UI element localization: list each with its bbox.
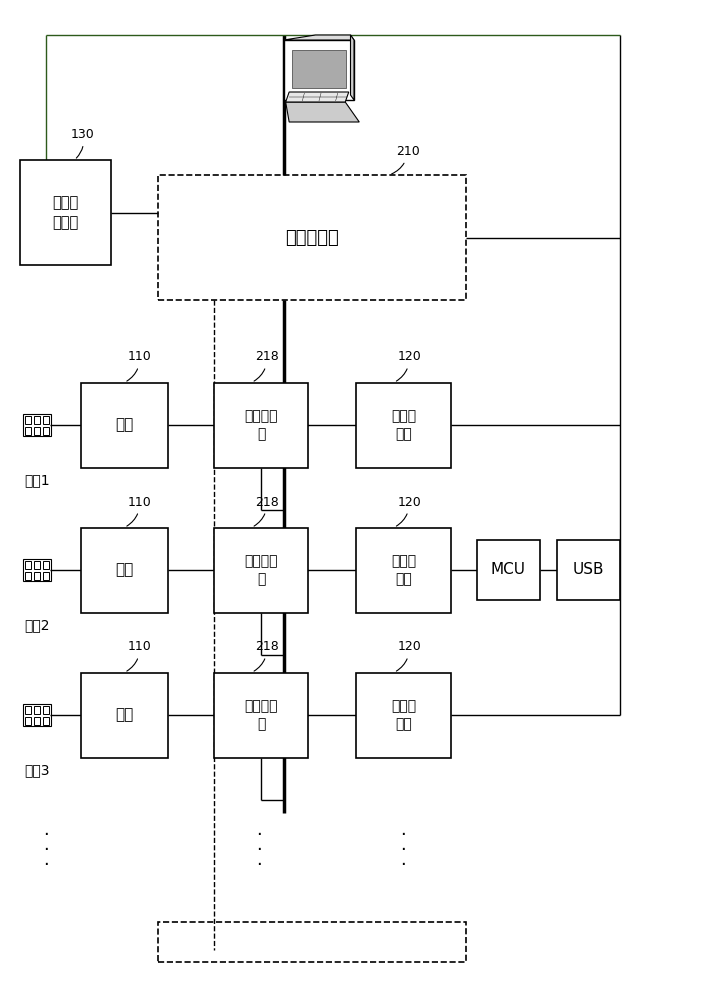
Text: .: . [43, 821, 48, 839]
FancyBboxPatch shape [356, 673, 451, 758]
Text: 压力传
感器: 压力传 感器 [391, 409, 416, 441]
Text: 气容: 气容 [115, 418, 134, 432]
Text: 压力传
感器: 压力传 感器 [391, 699, 416, 731]
Text: 气容: 气容 [115, 708, 134, 722]
Text: 110: 110 [127, 495, 151, 526]
FancyBboxPatch shape [25, 716, 31, 724]
Text: 气容: 气容 [115, 562, 134, 578]
Text: .: . [400, 851, 406, 869]
Text: .: . [400, 821, 406, 839]
FancyBboxPatch shape [214, 383, 308, 468]
Text: 气动换向
阀: 气动换向 阀 [245, 409, 278, 441]
FancyBboxPatch shape [284, 40, 354, 100]
FancyBboxPatch shape [43, 706, 49, 714]
Text: .: . [400, 836, 406, 854]
FancyBboxPatch shape [25, 416, 31, 424]
FancyBboxPatch shape [34, 427, 40, 435]
FancyBboxPatch shape [34, 572, 40, 580]
Text: 110: 110 [127, 641, 151, 671]
FancyBboxPatch shape [81, 527, 168, 612]
Text: 压力传
感器: 压力传 感器 [391, 554, 416, 586]
Text: 高精度
压力计: 高精度 压力计 [52, 195, 79, 230]
FancyBboxPatch shape [34, 560, 40, 568]
Text: 通道1: 通道1 [25, 473, 50, 487]
FancyBboxPatch shape [25, 427, 31, 435]
FancyBboxPatch shape [43, 427, 49, 435]
FancyBboxPatch shape [557, 540, 620, 600]
FancyBboxPatch shape [34, 706, 40, 714]
Text: .: . [257, 836, 262, 854]
Text: 气动换向
阀: 气动换向 阀 [245, 699, 278, 731]
Polygon shape [284, 35, 354, 40]
Text: 自校准模块: 自校准模块 [285, 229, 339, 246]
FancyBboxPatch shape [25, 572, 31, 580]
Polygon shape [286, 92, 349, 102]
FancyBboxPatch shape [214, 673, 308, 758]
FancyBboxPatch shape [43, 560, 49, 568]
FancyBboxPatch shape [81, 673, 168, 758]
FancyBboxPatch shape [34, 716, 40, 724]
Text: 气动换向
阀: 气动换向 阀 [245, 554, 278, 586]
FancyBboxPatch shape [20, 160, 111, 265]
FancyBboxPatch shape [81, 383, 168, 468]
Text: 通道3: 通道3 [25, 763, 50, 777]
FancyBboxPatch shape [43, 716, 49, 724]
Text: 130: 130 [71, 128, 95, 158]
Text: MCU: MCU [491, 562, 526, 577]
Text: .: . [43, 836, 48, 854]
Text: .: . [43, 851, 48, 869]
Text: 218: 218 [254, 495, 279, 526]
FancyBboxPatch shape [43, 572, 49, 580]
Text: .: . [257, 821, 262, 839]
FancyBboxPatch shape [292, 50, 346, 88]
FancyBboxPatch shape [43, 416, 49, 424]
Text: 218: 218 [254, 641, 279, 671]
Text: 通道2: 通道2 [25, 618, 50, 632]
FancyBboxPatch shape [25, 706, 31, 714]
Text: USB: USB [573, 562, 604, 577]
Text: 120: 120 [396, 641, 421, 671]
Text: 110: 110 [127, 351, 151, 381]
FancyBboxPatch shape [356, 527, 451, 612]
FancyBboxPatch shape [214, 527, 308, 612]
Text: 218: 218 [254, 351, 279, 381]
Text: 120: 120 [396, 495, 421, 526]
Text: 210: 210 [392, 145, 420, 174]
FancyBboxPatch shape [25, 560, 31, 568]
FancyBboxPatch shape [477, 540, 540, 600]
Polygon shape [286, 102, 360, 122]
FancyBboxPatch shape [356, 383, 451, 468]
Text: 120: 120 [396, 351, 421, 381]
FancyBboxPatch shape [34, 416, 40, 424]
Polygon shape [350, 35, 354, 100]
Text: .: . [257, 851, 262, 869]
